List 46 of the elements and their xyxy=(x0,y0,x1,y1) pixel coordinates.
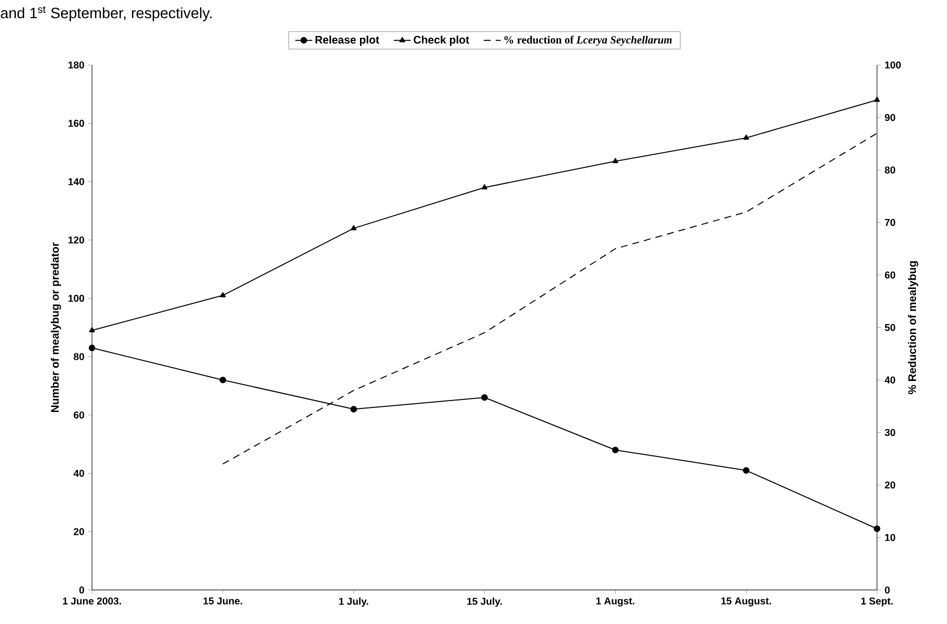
point xyxy=(743,134,750,140)
y-tick-label: 80 xyxy=(74,353,84,360)
y2-tick-label: 40 xyxy=(884,376,896,384)
point xyxy=(350,406,357,412)
point xyxy=(612,158,618,164)
y2-tick-label: 80 xyxy=(884,166,896,174)
x-tick-label: 15 June. xyxy=(204,597,242,604)
y-tick-label: 160 xyxy=(68,120,84,127)
y-tick-label: 0 xyxy=(79,586,84,594)
y2-tick-label: 60 xyxy=(884,271,896,279)
point xyxy=(742,467,750,474)
y-tick-label: 120 xyxy=(68,236,84,244)
y2-tick-label: 70 xyxy=(884,218,896,226)
y2-tick-label: 30 xyxy=(884,428,896,436)
point xyxy=(481,394,488,401)
x-tick-label: 1 Sept. xyxy=(861,597,893,607)
y-axis-title: Number of mealybug or predator xyxy=(50,242,62,412)
y-tick-label: 100 xyxy=(68,294,84,302)
x-tick-label: 15 July. xyxy=(467,597,502,607)
y-tick-label: 20 xyxy=(74,528,84,536)
y2-tick-label: 50 xyxy=(884,324,896,332)
legend-label: % reduction of Lcerya Seychellarum xyxy=(504,36,672,46)
point xyxy=(612,446,619,454)
legend-label: Release plot xyxy=(315,36,380,46)
y2-tick-label: 100 xyxy=(885,61,901,69)
x-tick-label: 15 August. xyxy=(721,597,771,606)
y-tick-label: 140 xyxy=(68,178,84,186)
y2-tick-label: 10 xyxy=(885,534,896,542)
point xyxy=(220,376,226,384)
text: and 1$^{st}$ September, respectively. xyxy=(0,6,212,22)
y2-tick-label: 20 xyxy=(884,481,896,489)
point xyxy=(88,344,96,352)
y2-axis-title: % Reduction of mealybug xyxy=(908,261,918,394)
point xyxy=(482,184,488,190)
point xyxy=(220,292,226,298)
point xyxy=(89,327,95,332)
x-tick-label: 1 July. xyxy=(339,597,368,607)
x-tick-label: 1 June 2003. xyxy=(63,597,121,605)
y2-tick-label: 90 xyxy=(884,114,896,122)
legend-label: Check plot xyxy=(414,36,470,46)
x-tick-label: 1 Augst. xyxy=(596,597,634,606)
y-tick-label: 60 xyxy=(74,411,84,419)
y2-tick-label: 0 xyxy=(884,586,890,594)
y-tick-label: 40 xyxy=(74,470,84,477)
y-tick-label: 180 xyxy=(68,61,84,69)
point xyxy=(350,225,357,230)
